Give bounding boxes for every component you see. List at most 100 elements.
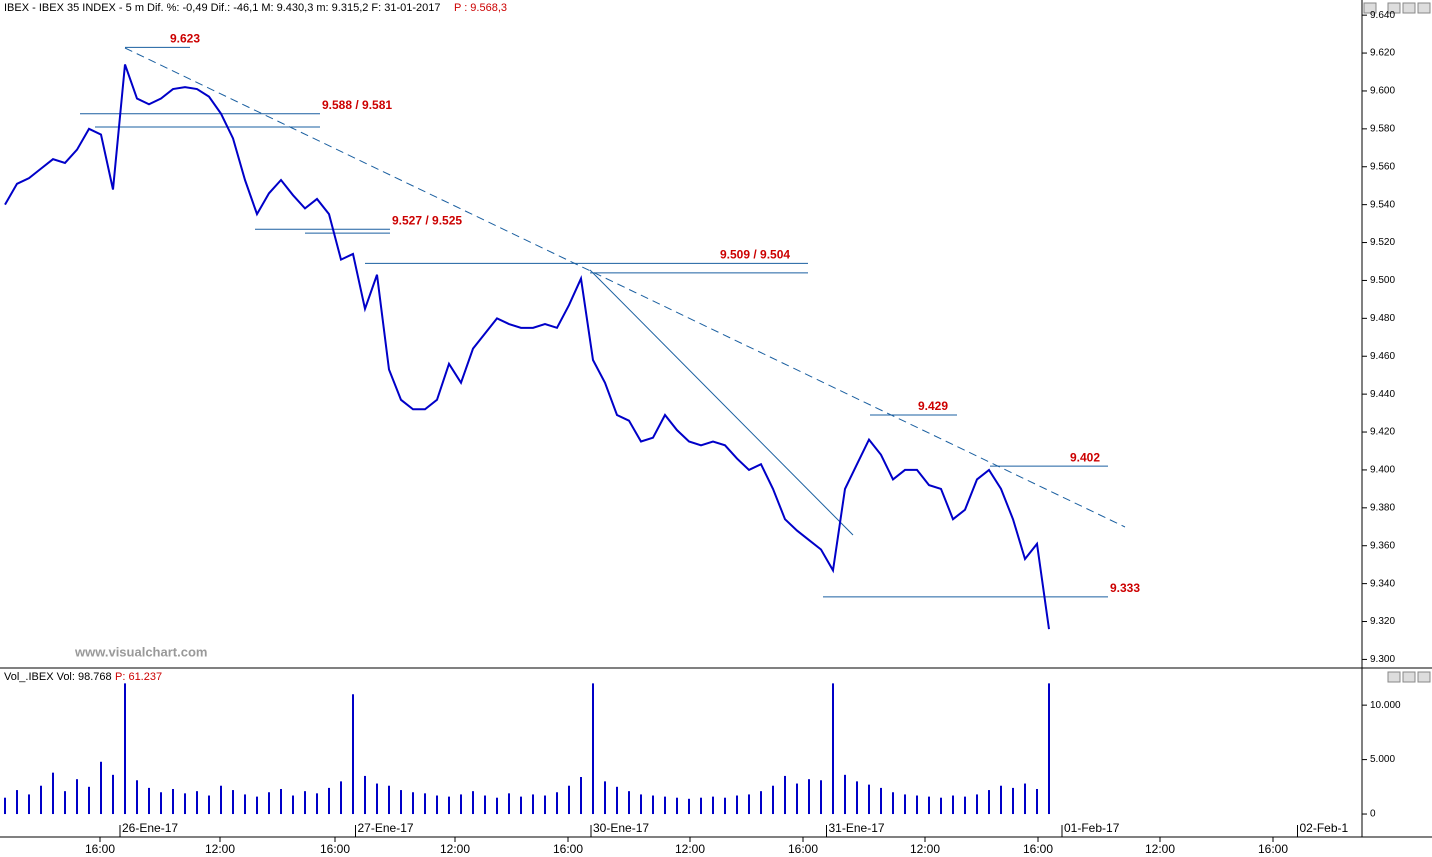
volume-bar (820, 780, 822, 815)
date-label: 02-Feb-1 (1300, 821, 1349, 835)
volume-bar (256, 796, 258, 815)
level-label: 9.333 (1110, 581, 1140, 595)
volume-bar (136, 780, 138, 815)
y-tick-label: 9.520 (1370, 237, 1395, 248)
volume-bar (64, 791, 66, 815)
volume-bar (544, 795, 546, 815)
volume-bar (988, 790, 990, 815)
volume-bar (700, 797, 702, 815)
volume-bar (376, 783, 378, 815)
button[interactable] (1387, 2, 1401, 14)
volume-bar (928, 796, 930, 815)
volume-bar (868, 784, 870, 815)
volume-bar (472, 791, 474, 815)
volume-bar (1012, 787, 1014, 815)
volume-bar (292, 795, 294, 815)
button[interactable] (1387, 671, 1401, 683)
y-tick-label: 5.000 (1370, 754, 1395, 765)
volume-bar (304, 791, 306, 815)
volume-bar (832, 683, 834, 815)
y-tick-label: 9.500 (1370, 275, 1395, 286)
volume-bar (844, 774, 846, 815)
y-tick-label: 9.560 (1370, 161, 1395, 172)
volume-bar (1000, 785, 1002, 815)
volume-bar (808, 779, 810, 815)
y-tick-label: 9.340 (1370, 578, 1395, 589)
y-tick-label: 9.420 (1370, 427, 1395, 438)
volume-bar (28, 794, 30, 815)
volume-bar (772, 785, 774, 815)
y-tick-label: 9.380 (1370, 502, 1395, 513)
y-tick-label: 9.460 (1370, 351, 1395, 362)
window-buttons[interactable] (1363, 2, 1431, 683)
trend-line (589, 269, 854, 536)
date-label: 01-Feb-17 (1064, 821, 1120, 835)
volume-bar (1036, 788, 1038, 815)
date-label: 30-Ene-17 (593, 821, 649, 835)
volume-bar (76, 779, 78, 815)
volume-bar (1048, 683, 1050, 815)
y-tick-label: 9.400 (1370, 465, 1395, 476)
volume-bar (592, 683, 594, 815)
volume-bar (208, 795, 210, 815)
level-label: 9.623 (170, 32, 200, 46)
volume-bar (964, 796, 966, 815)
volume-bar (244, 794, 246, 815)
volume-bar (340, 781, 342, 815)
button[interactable] (1363, 2, 1377, 14)
volume-bar (880, 787, 882, 815)
watermark: www.visualchart.com (74, 644, 207, 659)
button[interactable] (1417, 2, 1431, 14)
volume-bar (652, 795, 654, 815)
volume-bar (628, 791, 630, 815)
volume-bar (604, 781, 606, 815)
volume-bar (316, 793, 318, 815)
volume-bar (232, 790, 234, 815)
x-tick-label: 16:00 (1258, 842, 1288, 856)
volume-bar (712, 796, 714, 815)
volume-bar (568, 785, 570, 815)
volume-bar (4, 797, 6, 815)
volume-header: Vol_.IBEX Vol: 98.768 (4, 671, 112, 683)
volume-bar (280, 788, 282, 815)
volume-bar (52, 772, 54, 815)
volume-bar (88, 786, 90, 815)
button[interactable] (1417, 671, 1431, 683)
volume-bar (520, 796, 522, 815)
volume-bar (616, 786, 618, 815)
volume-bar (196, 791, 198, 815)
volume-bar (268, 792, 270, 815)
date-label: 31-Ene-17 (829, 821, 885, 835)
volume-bar (688, 798, 690, 815)
volume-bar (40, 785, 42, 815)
volume-bar (460, 794, 462, 815)
volume-bar (1024, 783, 1026, 815)
button[interactable] (1402, 2, 1416, 14)
volume-bar (100, 761, 102, 815)
x-tick-label: 12:00 (1145, 842, 1175, 856)
y-tick-label: 9.540 (1370, 199, 1395, 210)
volume-bar (736, 795, 738, 815)
button[interactable] (1402, 671, 1416, 683)
y-tick-label: 10.000 (1370, 700, 1401, 711)
y-tick-label: 9.620 (1370, 48, 1395, 59)
volume-cursor-label: P: 61.237 (115, 671, 162, 683)
volume-bar (760, 791, 762, 815)
y-tick-label: 9.600 (1370, 86, 1395, 97)
cursor-label: P : 9.568,3 (454, 2, 507, 14)
volume-bar (784, 775, 786, 815)
volume-bar (556, 792, 558, 815)
volume-bar (328, 787, 330, 815)
volume-bar (388, 785, 390, 815)
trend-line (124, 47, 1126, 528)
volume-bar (112, 774, 114, 815)
x-tick-label: 16:00 (320, 842, 350, 856)
y-tick-label: 9.580 (1370, 123, 1395, 134)
volume-bar (484, 795, 486, 815)
level-label: 9.527 / 9.525 (392, 213, 462, 227)
date-label: 27-Ene-17 (358, 821, 414, 835)
volume-bar (724, 797, 726, 815)
x-tick-label: 16:00 (85, 842, 115, 856)
